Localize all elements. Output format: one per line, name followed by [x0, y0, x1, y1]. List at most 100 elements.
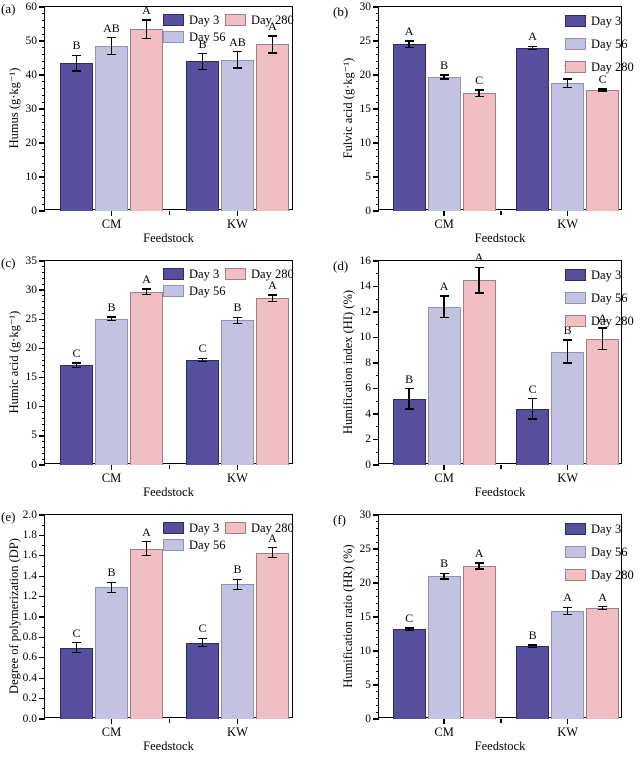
legend-swatch-day3	[163, 268, 184, 280]
y-minor-tick	[41, 441, 45, 443]
error-bar-cap-top	[71, 362, 81, 364]
error-bar-cap-top	[528, 45, 538, 48]
y-minor-tick	[41, 429, 45, 431]
y-tick-label: 4	[365, 407, 371, 420]
y-minor-tick	[41, 336, 45, 338]
error-bar-cap-bottom	[106, 319, 116, 322]
y-major-tick	[39, 176, 45, 178]
error-bar-cap-bottom	[474, 568, 484, 570]
bar-kw-day56	[551, 610, 585, 719]
legend-label-day3: Day 3	[591, 522, 622, 536]
y-minor-tick	[41, 708, 45, 710]
x-axis-title-f: Feedstock	[474, 739, 526, 753]
error-bar-cap-top	[563, 339, 573, 341]
error-bar-cap-top	[267, 294, 277, 296]
error-bar	[201, 53, 204, 70]
error-bar	[478, 562, 480, 570]
significance-letter: C	[528, 381, 537, 396]
error-bar-cap-bottom	[598, 608, 608, 611]
error-bar-cap-top	[598, 606, 608, 608]
y-tick-label: 1.0	[22, 610, 37, 623]
y-minor-tick	[375, 20, 379, 22]
plot-area-e: 0.0 0.2 0.4 0.6 0.8 1.0 1.2 1.4 1.6 1.8 2.0 CM KW C C B…	[23, 509, 294, 740]
y-tick-label: 12	[359, 305, 372, 318]
y-minor-tick	[41, 67, 45, 69]
x-major-tick	[443, 465, 445, 470]
error-bar-cap-bottom	[141, 555, 151, 557]
y-minor-tick	[41, 183, 45, 185]
x-minor-tick	[500, 719, 502, 723]
x-major-tick	[236, 719, 239, 724]
error-bar-cap-top	[598, 88, 608, 90]
y-minor-tick	[41, 162, 45, 164]
y-tick-label: 2	[365, 433, 371, 445]
legend-swatch-day3	[163, 14, 184, 26]
y-minor-tick	[41, 388, 45, 390]
x-tick-label-cm: CM	[434, 725, 454, 739]
significance-letter: AB	[103, 20, 120, 35]
error-bar-cap-top	[528, 398, 538, 400]
y-minor-tick	[41, 447, 45, 448]
panel-letter-c: (c)	[1, 255, 16, 270]
panel-d: (d) Humification index (HI) (%) 0 2 4 6 8 10 1…	[320, 250, 640, 508]
error-bar-cap-top	[267, 546, 277, 549]
error-bar-cap-bottom	[598, 90, 608, 92]
y-minor-tick	[375, 400, 379, 402]
y-tick-label: 20	[359, 68, 372, 81]
significance-letter: C	[198, 341, 207, 356]
y-minor-tick	[41, 295, 45, 297]
y-tick-label: 25	[359, 542, 372, 555]
x-major-tick	[110, 465, 113, 470]
significance-letter: B	[563, 323, 572, 338]
error-bar	[110, 316, 113, 321]
y-major-tick	[39, 289, 45, 291]
significance-letter: A	[268, 530, 277, 545]
x-major-tick	[566, 719, 569, 724]
y-minor-tick	[41, 115, 45, 117]
y-major-tick	[373, 260, 379, 262]
panel-e: (e) Degree of polymerization (DP) 0.0 0.2…	[0, 508, 320, 762]
legend-label-day3: Day 3	[189, 521, 220, 535]
y-minor-tick	[375, 609, 379, 611]
y-minor-tick	[41, 156, 45, 158]
y-minor-tick	[41, 371, 45, 373]
y-major-tick	[373, 210, 379, 212]
legend-label-day56: Day 56	[591, 291, 628, 305]
panel-b: (b) Fulvic acid (g·kg⁻¹) 0 5 10 15 20 25 30 CM K…	[320, 0, 640, 254]
y-major-tick	[39, 718, 45, 720]
legend-label-day56: Day 56	[591, 545, 628, 559]
legend-label-day280: Day 280	[591, 314, 634, 328]
y-tick-label: 20	[25, 341, 38, 354]
error-bar	[478, 89, 480, 97]
error-bar-cap-top	[404, 40, 414, 42]
legend-swatch-day280	[225, 14, 246, 26]
y-minor-tick	[375, 273, 379, 275]
error-bar	[145, 288, 148, 295]
y-tick-label: 1.2	[22, 590, 37, 603]
y-tick-label: 15	[359, 102, 372, 115]
error-bar	[271, 547, 274, 558]
y-minor-tick	[41, 88, 45, 90]
panel-c: (c) Humic acid (g·kg⁻¹) 0 5 10 15 20 25 30 35 CM…	[0, 254, 320, 508]
y-minor-tick	[375, 54, 379, 56]
bar-cm-day3	[59, 63, 93, 211]
error-bar-cap-bottom	[106, 591, 116, 594]
significance-letter: A	[404, 24, 414, 38]
y-minor-tick	[41, 54, 45, 56]
legend-swatch-day56	[163, 31, 184, 43]
error-bar	[110, 582, 113, 593]
y-major-tick	[39, 464, 45, 466]
legend-swatch-day3	[565, 269, 586, 281]
y-major-tick	[373, 413, 379, 415]
y-minor-tick	[375, 375, 379, 377]
error-bar-cap-bottom	[528, 646, 538, 649]
significance-letter: A	[528, 29, 537, 44]
y-tick-label: 8	[365, 356, 371, 369]
x-minor-tick	[168, 465, 171, 469]
significance-letter: C	[72, 346, 81, 360]
y-major-tick	[39, 74, 45, 76]
legend-swatch-day3	[565, 15, 586, 27]
error-bar-cap-bottom	[404, 629, 414, 632]
y-minor-tick	[375, 596, 379, 598]
error-bar-cap-top	[106, 316, 116, 318]
